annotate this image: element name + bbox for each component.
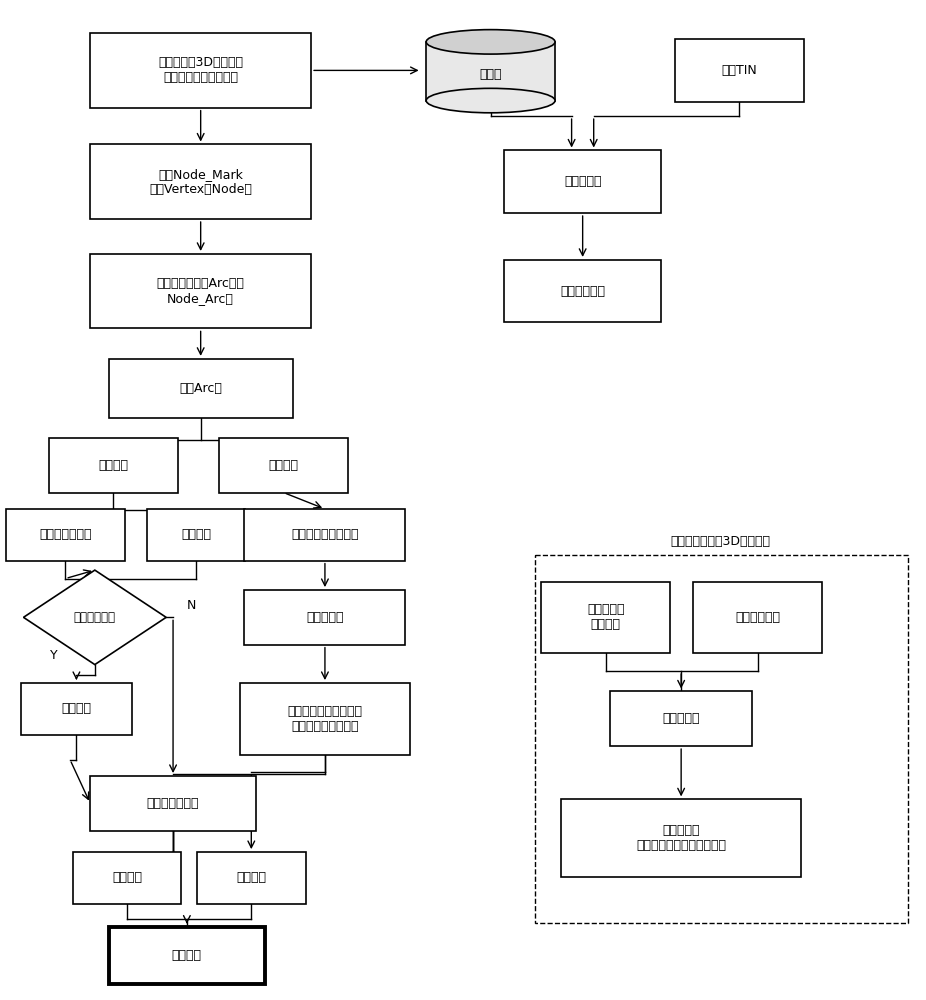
Bar [108, 927, 265, 984]
Text: 独立巷道: 独立巷道 [98, 459, 128, 472]
Bar [561, 799, 801, 877]
Ellipse shape [426, 88, 555, 113]
Bar [426, 42, 555, 101]
Bar [90, 33, 311, 108]
Bar [694, 582, 822, 653]
Text: 提取巷道体
的三角面: 提取巷道体 的三角面 [587, 603, 624, 631]
Bar [219, 438, 348, 493]
Bar [541, 582, 670, 653]
Text: 节点处求交得到贯通、
顶部光滑的表面模型: 节点处求交得到贯通、 顶部光滑的表面模型 [287, 705, 362, 733]
Text: 巷道体表面模型: 巷道体表面模型 [147, 797, 199, 810]
Bar [147, 509, 244, 561]
Bar [90, 776, 256, 831]
Text: 地层TIN: 地层TIN [721, 64, 757, 77]
Bar [505, 260, 661, 322]
Text: 内部存在弯道: 内部存在弯道 [74, 611, 116, 624]
Text: 交叉巷道: 交叉巷道 [269, 459, 298, 472]
Text: 标记Node_Mark
形成Vertex、Node表: 标记Node_Mark 形成Vertex、Node表 [149, 168, 252, 196]
Bar [21, 683, 131, 735]
Bar [240, 683, 410, 755]
Text: 地质体四面体: 地质体四面体 [735, 611, 780, 624]
Bar [90, 254, 311, 328]
Bar [610, 691, 753, 746]
Bar [505, 150, 661, 213]
Text: 整体巷道: 整体巷道 [172, 949, 202, 962]
Text: 遍历Arc表: 遍历Arc表 [180, 382, 222, 395]
Text: 巷道岩性分段: 巷道岩性分段 [560, 285, 606, 298]
Text: 修改四面体
（含弃巷道体内的四面体）: 修改四面体 （含弃巷道体内的四面体） [636, 824, 726, 852]
Bar [244, 590, 406, 645]
Text: 线与面相交: 线与面相交 [564, 175, 601, 188]
Bar [675, 39, 804, 102]
Bar [244, 509, 406, 561]
Ellipse shape [426, 30, 555, 54]
Text: 据节点搜索相关巷道: 据节点搜索相关巷道 [291, 528, 358, 541]
Bar [90, 144, 311, 219]
Text: 数据库: 数据库 [480, 68, 502, 81]
Polygon shape [23, 570, 166, 665]
Text: N: N [186, 599, 195, 612]
Text: 读取巷道线3D坐标和巷
道断面形状、控制参数: 读取巷道线3D坐标和巷 道断面形状、控制参数 [158, 56, 244, 84]
Bar [73, 852, 181, 904]
Bar [108, 359, 293, 418]
Bar [49, 438, 178, 493]
Text: 面与面相交: 面与面相交 [662, 712, 700, 725]
Text: 断面形态: 断面形态 [181, 528, 211, 541]
Text: 提取各断面: 提取各断面 [307, 611, 344, 624]
Text: 纹理贴图: 纹理贴图 [112, 871, 142, 884]
Bar [197, 852, 306, 904]
Text: Y: Y [50, 649, 57, 662]
Text: 三维巷道: 三维巷道 [236, 871, 267, 884]
Text: 约束四面体修改3D地质模型: 约束四面体修改3D地质模型 [670, 535, 770, 548]
Bar [6, 509, 125, 561]
Text: 弯道处理: 弯道处理 [61, 702, 92, 715]
Text: 提取起始、终点: 提取起始、终点 [39, 528, 92, 541]
Bar [535, 555, 907, 923]
Text: 巷道分段并生成Arc表和
Node_Arc表: 巷道分段并生成Arc表和 Node_Arc表 [156, 277, 244, 305]
